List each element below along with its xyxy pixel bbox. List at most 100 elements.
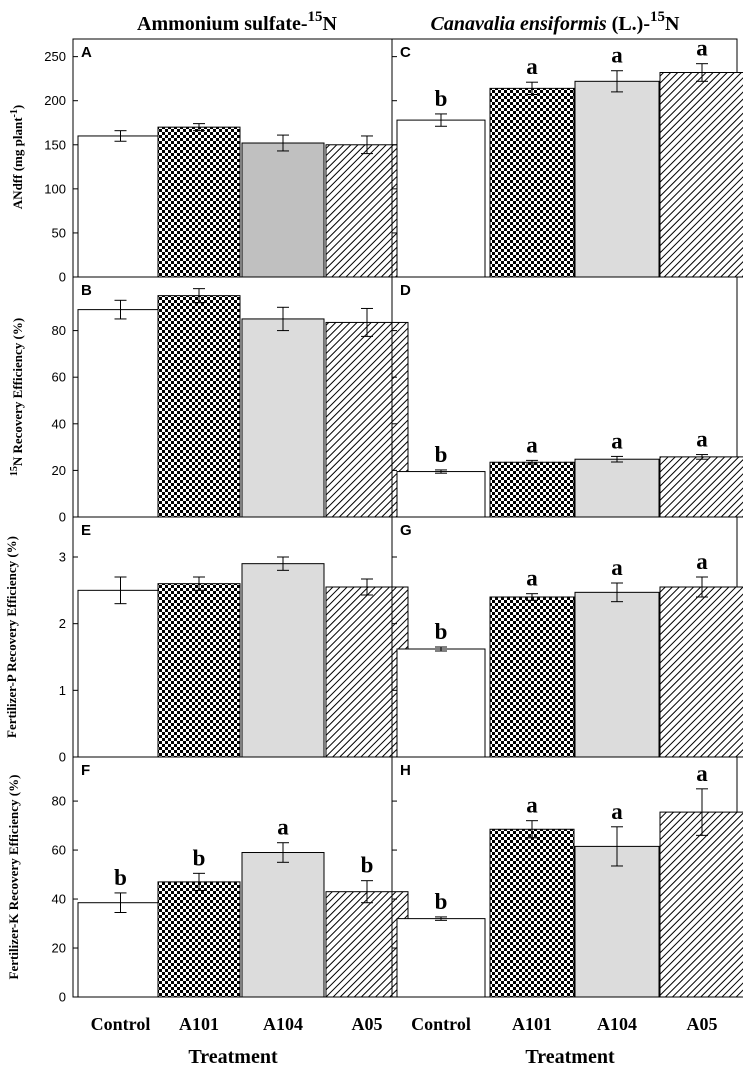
- column-title-canavalia: Canavalia ensiformis (L.)-15N: [431, 9, 680, 35]
- ytick-label-E-1: 1: [59, 683, 66, 698]
- bar-A-A104: [241, 142, 325, 278]
- bar-C-A05: [659, 71, 743, 278]
- panel-letter-F: F: [81, 762, 90, 779]
- panel-F: F 0 20 40 60 80 b b a b: [52, 756, 409, 1005]
- bar-E-A05: [325, 586, 409, 758]
- ytick-label-A-2: 100: [44, 181, 66, 196]
- x-cat-left-Control: Control: [91, 1014, 151, 1034]
- ytick-label-E-3: 3: [59, 550, 66, 565]
- sig-letter-C-3: a: [696, 36, 708, 61]
- panel-letter-E: E: [81, 522, 91, 539]
- bar-A-A05: [325, 144, 409, 278]
- ytick-label-A-5: 250: [44, 49, 66, 64]
- ytick-label-B-0: 0: [59, 510, 66, 525]
- ytick-label-F-2: 40: [52, 892, 66, 907]
- bar-F-A101: [157, 881, 241, 998]
- sig-letter-F-2: a: [277, 815, 289, 840]
- sig-letter-C-0: b: [435, 86, 448, 111]
- x-cat-left-A104: A104: [263, 1014, 303, 1034]
- sig-letter-D-0: b: [435, 442, 448, 467]
- ytick-label-B-2: 40: [52, 416, 66, 431]
- ylabel-row-4: Fertilizer-K Recovery Efficiency (%): [6, 775, 21, 980]
- bar-D-Control: [396, 471, 486, 518]
- sig-letter-C-2: a: [611, 43, 623, 68]
- panel-H: Hb a a a: [391, 756, 743, 998]
- sig-letter-H-1: a: [526, 793, 538, 818]
- bar-C-Control: [396, 119, 486, 278]
- bar-H-Control: [396, 918, 486, 998]
- panel-A: A 0 50 100 150 200 250: [44, 38, 409, 285]
- bar-B-A101: [157, 295, 241, 518]
- bar-D-A05: [659, 456, 743, 518]
- column-title-ammonium: Ammonium sulfate-15N: [137, 9, 338, 35]
- bar-B-Control: [77, 309, 164, 518]
- sig-letter-H-0: b: [435, 889, 448, 914]
- ytick-label-A-3: 150: [44, 137, 66, 152]
- sig-letter-G-0: b: [435, 619, 448, 644]
- sig-letter-F-0: b: [114, 865, 127, 890]
- ytick-label-B-3: 60: [52, 370, 66, 385]
- sig-letter-G-2: a: [611, 555, 623, 580]
- bar-C-A101: [489, 87, 575, 278]
- panel-letter-G: G: [400, 522, 412, 539]
- panel-B: B 0 20 40 60 80: [52, 276, 409, 525]
- panel-D: Db a a a: [391, 276, 743, 518]
- x-title-left: Treatment: [188, 1046, 278, 1068]
- x-cat-right-Control: Control: [411, 1014, 471, 1034]
- bar-H-A101: [489, 828, 575, 998]
- sig-letter-D-3: a: [696, 427, 708, 452]
- sig-letter-D-1: a: [526, 432, 538, 457]
- ytick-label-F-3: 60: [52, 843, 66, 858]
- sig-letter-F-3: b: [361, 853, 374, 878]
- ytick-label-A-1: 50: [52, 225, 66, 240]
- bar-E-Control: [77, 589, 164, 758]
- bar-H-A05: [659, 811, 743, 998]
- ytick-label-F-0: 0: [59, 990, 66, 1005]
- bar-G-A104: [574, 591, 660, 758]
- bar-D-A104: [574, 458, 660, 518]
- bar-D-A101: [489, 461, 575, 518]
- panel-letter-C: C: [400, 44, 411, 61]
- x-title-right: Treatment: [525, 1046, 615, 1068]
- x-category-labels: Control A101 A104 A05 Control A101 A104 A05: [91, 1014, 718, 1034]
- x-cat-left-A101: A101: [179, 1014, 219, 1034]
- panel-letter-D: D: [400, 282, 411, 299]
- panel-letter-B: B: [81, 282, 92, 299]
- bar-G-A101: [489, 596, 575, 758]
- ytick-label-B-4: 80: [52, 323, 66, 338]
- ytick-label-A-0: 0: [59, 270, 66, 285]
- bar-G-A05: [659, 586, 743, 758]
- sig-letter-G-3: a: [696, 549, 708, 574]
- panel-letter-H: H: [400, 762, 411, 779]
- bar-E-A101: [157, 583, 241, 758]
- bar-G-Control: [396, 648, 486, 758]
- ytick-label-F-4: 80: [52, 794, 66, 809]
- sig-letter-F-1: b: [193, 845, 206, 870]
- ytick-label-E-0: 0: [59, 750, 66, 765]
- x-cat-right-A05: A05: [687, 1014, 718, 1034]
- bar-A-Control: [77, 135, 164, 278]
- bar-E-A104: [241, 563, 325, 758]
- x-cat-right-A101: A101: [512, 1014, 552, 1034]
- bar-C-A104: [574, 80, 660, 278]
- sig-letter-H-2: a: [611, 799, 623, 824]
- ylabel-row-3: Fertilizer-P Recovery Efficiency (%): [4, 536, 19, 738]
- ylabel-row-1: ANdff (mg plant-1): [9, 105, 25, 209]
- bar-F-A05: [325, 891, 409, 998]
- sig-letter-H-3: a: [696, 761, 708, 786]
- bar-F-Control: [77, 902, 164, 998]
- ylabel-row-2: 15N Recovery Efficiency (%): [9, 318, 25, 476]
- bar-B-A104: [241, 318, 325, 518]
- sig-letter-D-2: a: [611, 428, 623, 453]
- x-cat-left-A05: A05: [352, 1014, 383, 1034]
- bar-B-A05: [325, 321, 409, 518]
- bar-F-A104: [241, 852, 325, 998]
- ytick-label-A-4: 200: [44, 93, 66, 108]
- x-cat-right-A104: A104: [597, 1014, 637, 1034]
- ytick-label-B-1: 20: [52, 463, 66, 478]
- panel-G: Gb a a a: [391, 516, 743, 758]
- panel-C: Cb a a a: [391, 36, 743, 278]
- ytick-label-F-1: 20: [52, 941, 66, 956]
